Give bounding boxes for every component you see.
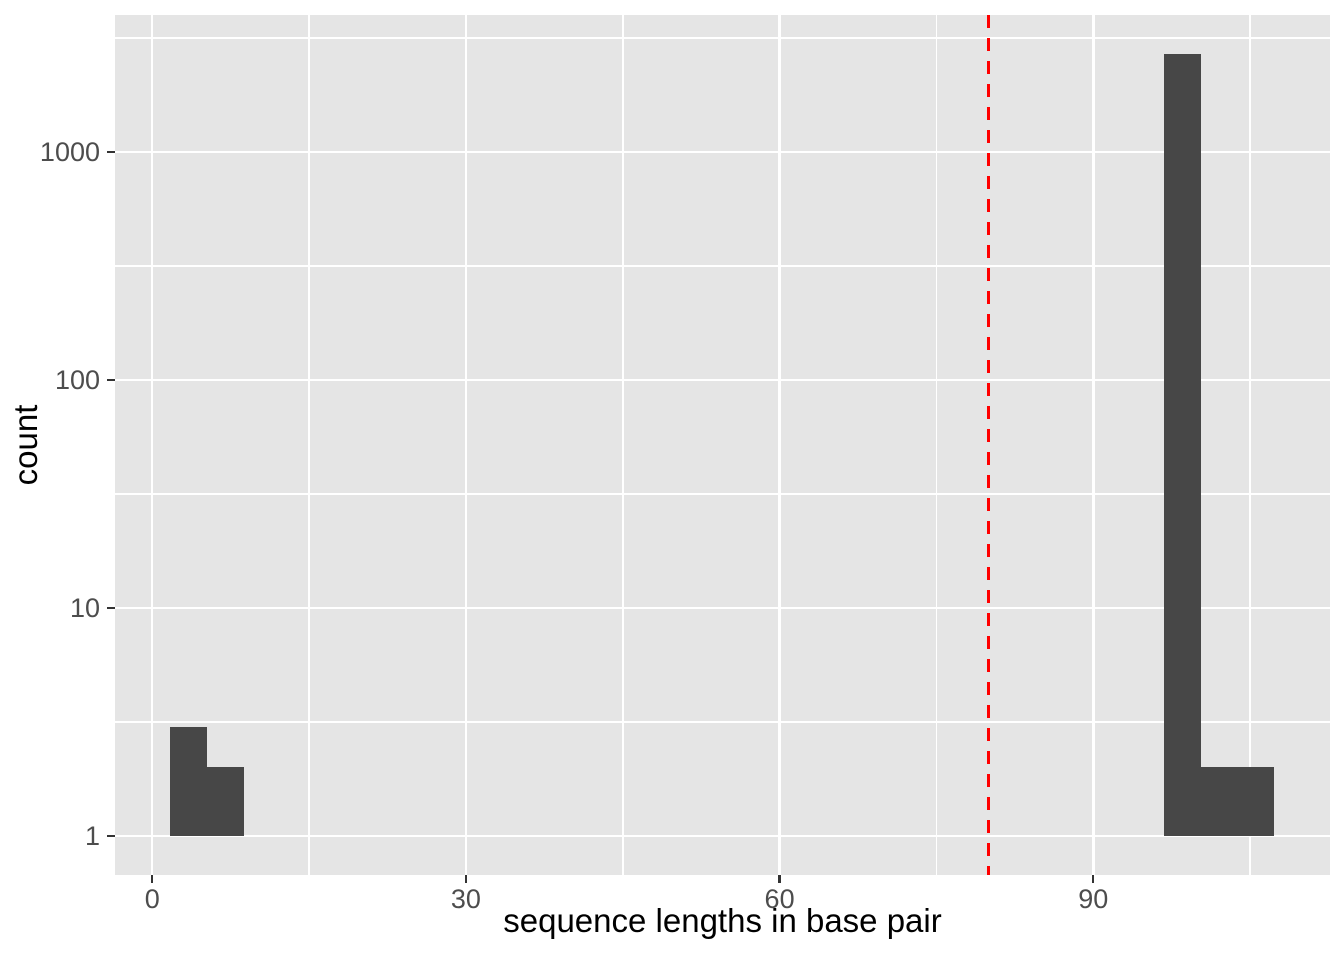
x-tick-mark: [1092, 875, 1095, 883]
x-tick-mark: [778, 875, 781, 883]
x-tick-label: 30: [450, 884, 481, 914]
histogram-bar: [1237, 767, 1275, 836]
x-tick-label: 90: [1078, 884, 1109, 914]
y-tick-label: 10: [69, 593, 100, 624]
x-tick-mark: [464, 875, 467, 883]
x-major-gridline: [778, 15, 781, 875]
y-tick-mark: [107, 150, 115, 154]
x-minor-gridline: [621, 15, 624, 875]
x-tick-mark: [151, 875, 154, 883]
y-minor-gridline: [115, 721, 1330, 723]
y-tick-label: 100: [54, 365, 100, 396]
histogram-bar: [1200, 767, 1238, 836]
y-major-gridline: [115, 378, 1330, 382]
x-major-gridline: [1092, 15, 1095, 875]
y-tick-mark: [107, 606, 115, 610]
histogram-bar: [206, 767, 245, 836]
x-axis-title: sequence lengths in base pair: [503, 902, 942, 939]
x-major-gridline: [464, 15, 468, 875]
x-tick-label: 60: [764, 884, 795, 914]
y-minor-gridline: [115, 493, 1330, 495]
y-major-gridline: [115, 834, 1330, 838]
threshold-vline: [986, 15, 991, 875]
y-minor-gridline: [115, 265, 1330, 267]
x-minor-gridline: [1249, 15, 1251, 875]
x-tick-label: 0: [144, 884, 160, 914]
x-major-gridline: [150, 15, 154, 875]
y-minor-gridline: [115, 37, 1330, 39]
y-tick-label: 1000: [39, 137, 100, 168]
y-axis-title: count: [7, 404, 44, 486]
y-tick-label: 1: [84, 821, 100, 851]
y-major-gridline: [115, 150, 1330, 154]
histogram-bar: [169, 727, 207, 836]
plot-panel: [115, 15, 1330, 875]
y-tick-mark: [107, 834, 115, 838]
x-minor-gridline: [935, 15, 938, 875]
x-minor-gridline: [308, 15, 310, 875]
y-major-gridline: [115, 606, 1330, 610]
y-tick-mark: [107, 378, 115, 382]
histogram-bar: [1164, 53, 1201, 836]
